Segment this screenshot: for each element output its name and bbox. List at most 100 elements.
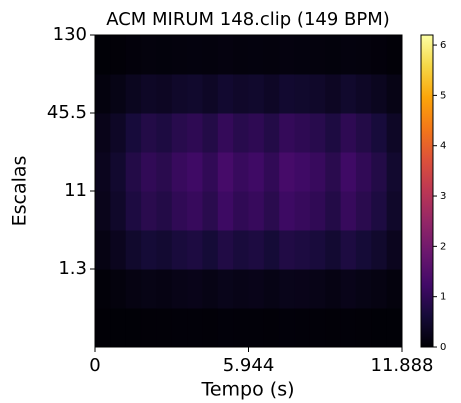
y-axis-label: Escalas	[9, 156, 31, 227]
colorbar-tick-label: 3	[440, 191, 446, 202]
heatmap-cell	[279, 35, 296, 75]
heatmap-cell	[309, 230, 326, 270]
heatmap-cell	[141, 35, 157, 75]
heatmap-cell	[263, 191, 280, 231]
heatmap-cell	[386, 113, 403, 153]
heatmap-cell	[263, 74, 280, 114]
heatmap-cell	[95, 230, 111, 270]
heatmap-cell	[202, 113, 219, 153]
heatmap-cell	[187, 74, 203, 114]
colorbar-tick-label: 0	[440, 342, 446, 353]
heatmap-cell	[371, 113, 388, 153]
heatmap-cell	[187, 35, 203, 75]
heatmap-cell	[110, 113, 127, 153]
heatmap-cell	[325, 152, 342, 192]
heatmap-cell	[171, 152, 188, 192]
x-tick-label: 0	[89, 355, 100, 376]
heatmap-cell	[355, 269, 372, 309]
heatmap-cell	[355, 191, 372, 231]
heatmap-cell	[309, 152, 326, 192]
heatmap-cell	[141, 230, 157, 270]
heatmap-cell	[248, 230, 265, 270]
heatmap-cell	[141, 191, 157, 231]
heatmap-cell	[279, 152, 296, 192]
heatmap-cell	[156, 35, 173, 75]
heatmap-cell	[125, 35, 142, 75]
heatmap-cell	[371, 230, 388, 270]
heatmap-cell	[187, 152, 203, 192]
colorbar-tick-label: 2	[440, 241, 446, 252]
heatmap-cell	[355, 152, 372, 192]
heatmap-cell	[233, 308, 249, 348]
heatmap-cell	[355, 74, 372, 114]
heatmap-cell	[248, 74, 265, 114]
heatmap-cell	[279, 113, 296, 153]
heatmap-cell	[95, 35, 111, 75]
heatmap-cell	[217, 191, 234, 231]
heatmap-cell	[294, 269, 311, 309]
heatmap-cell	[340, 191, 357, 231]
heatmap-cell	[202, 230, 219, 270]
heatmap-cell	[110, 74, 127, 114]
heatmap-cell	[233, 113, 249, 153]
heatmap-cell	[156, 269, 173, 309]
heatmap-cell	[125, 191, 142, 231]
heatmap-cell	[95, 308, 111, 348]
heatmap-cell	[125, 308, 142, 348]
heatmap-cell	[95, 191, 111, 231]
y-tick-label: 130	[53, 24, 87, 45]
heatmap-cell	[325, 113, 342, 153]
heatmap-cell	[294, 152, 311, 192]
heatmap-cell	[294, 74, 311, 114]
y-tick-label: 1.3	[58, 258, 87, 279]
heatmap-cell	[248, 35, 265, 75]
heatmap-cell	[217, 152, 234, 192]
heatmap-cell	[325, 308, 342, 348]
heatmap-cell	[248, 191, 265, 231]
heatmap-cell	[171, 113, 188, 153]
heatmap-cell	[371, 191, 388, 231]
heatmap-cell	[325, 74, 342, 114]
heatmap-cell	[125, 152, 142, 192]
heatmap-cell	[171, 191, 188, 231]
heatmap-cell	[125, 74, 142, 114]
heatmap-cell	[263, 35, 280, 75]
heatmap-cell	[325, 35, 342, 75]
colorbar-tick-label: 5	[440, 90, 446, 101]
x-axis-label: Tempo (s)	[200, 379, 294, 401]
heatmap-cell	[386, 230, 403, 270]
heatmap-cell	[95, 152, 111, 192]
heatmap-cell	[386, 74, 403, 114]
heatmap-cell	[371, 35, 388, 75]
heatmap-cell	[95, 269, 111, 309]
heatmap-cell	[279, 308, 296, 348]
heatmap-cell	[263, 152, 280, 192]
heatmap-cell	[217, 113, 234, 153]
heatmap-cell	[141, 113, 157, 153]
heatmap-cell	[217, 230, 234, 270]
heatmap-cell	[156, 308, 173, 348]
heatmap-cell	[340, 152, 357, 192]
heatmap-cell	[309, 191, 326, 231]
heatmap-cell	[156, 230, 173, 270]
heatmap-cell	[279, 269, 296, 309]
heatmap-cell	[340, 113, 357, 153]
heatmap-cell	[294, 230, 311, 270]
heatmap-cell	[217, 269, 234, 309]
y-tick-label: 45.5	[47, 102, 87, 123]
heatmap-cell	[355, 308, 372, 348]
y-tick-label: 11	[64, 180, 87, 201]
heatmap-cell	[248, 113, 265, 153]
heatmap-cell	[125, 113, 142, 153]
heatmap-cell	[141, 74, 157, 114]
heatmap-cell	[110, 191, 127, 231]
heatmap-cell	[202, 152, 219, 192]
heatmap-cell	[202, 308, 219, 348]
heatmap-cell	[279, 230, 296, 270]
heatmap-cell	[386, 308, 403, 348]
heatmap-cell	[156, 152, 173, 192]
heatmap-cell	[202, 35, 219, 75]
heatmap-cell	[141, 269, 157, 309]
heatmap-cell	[294, 113, 311, 153]
